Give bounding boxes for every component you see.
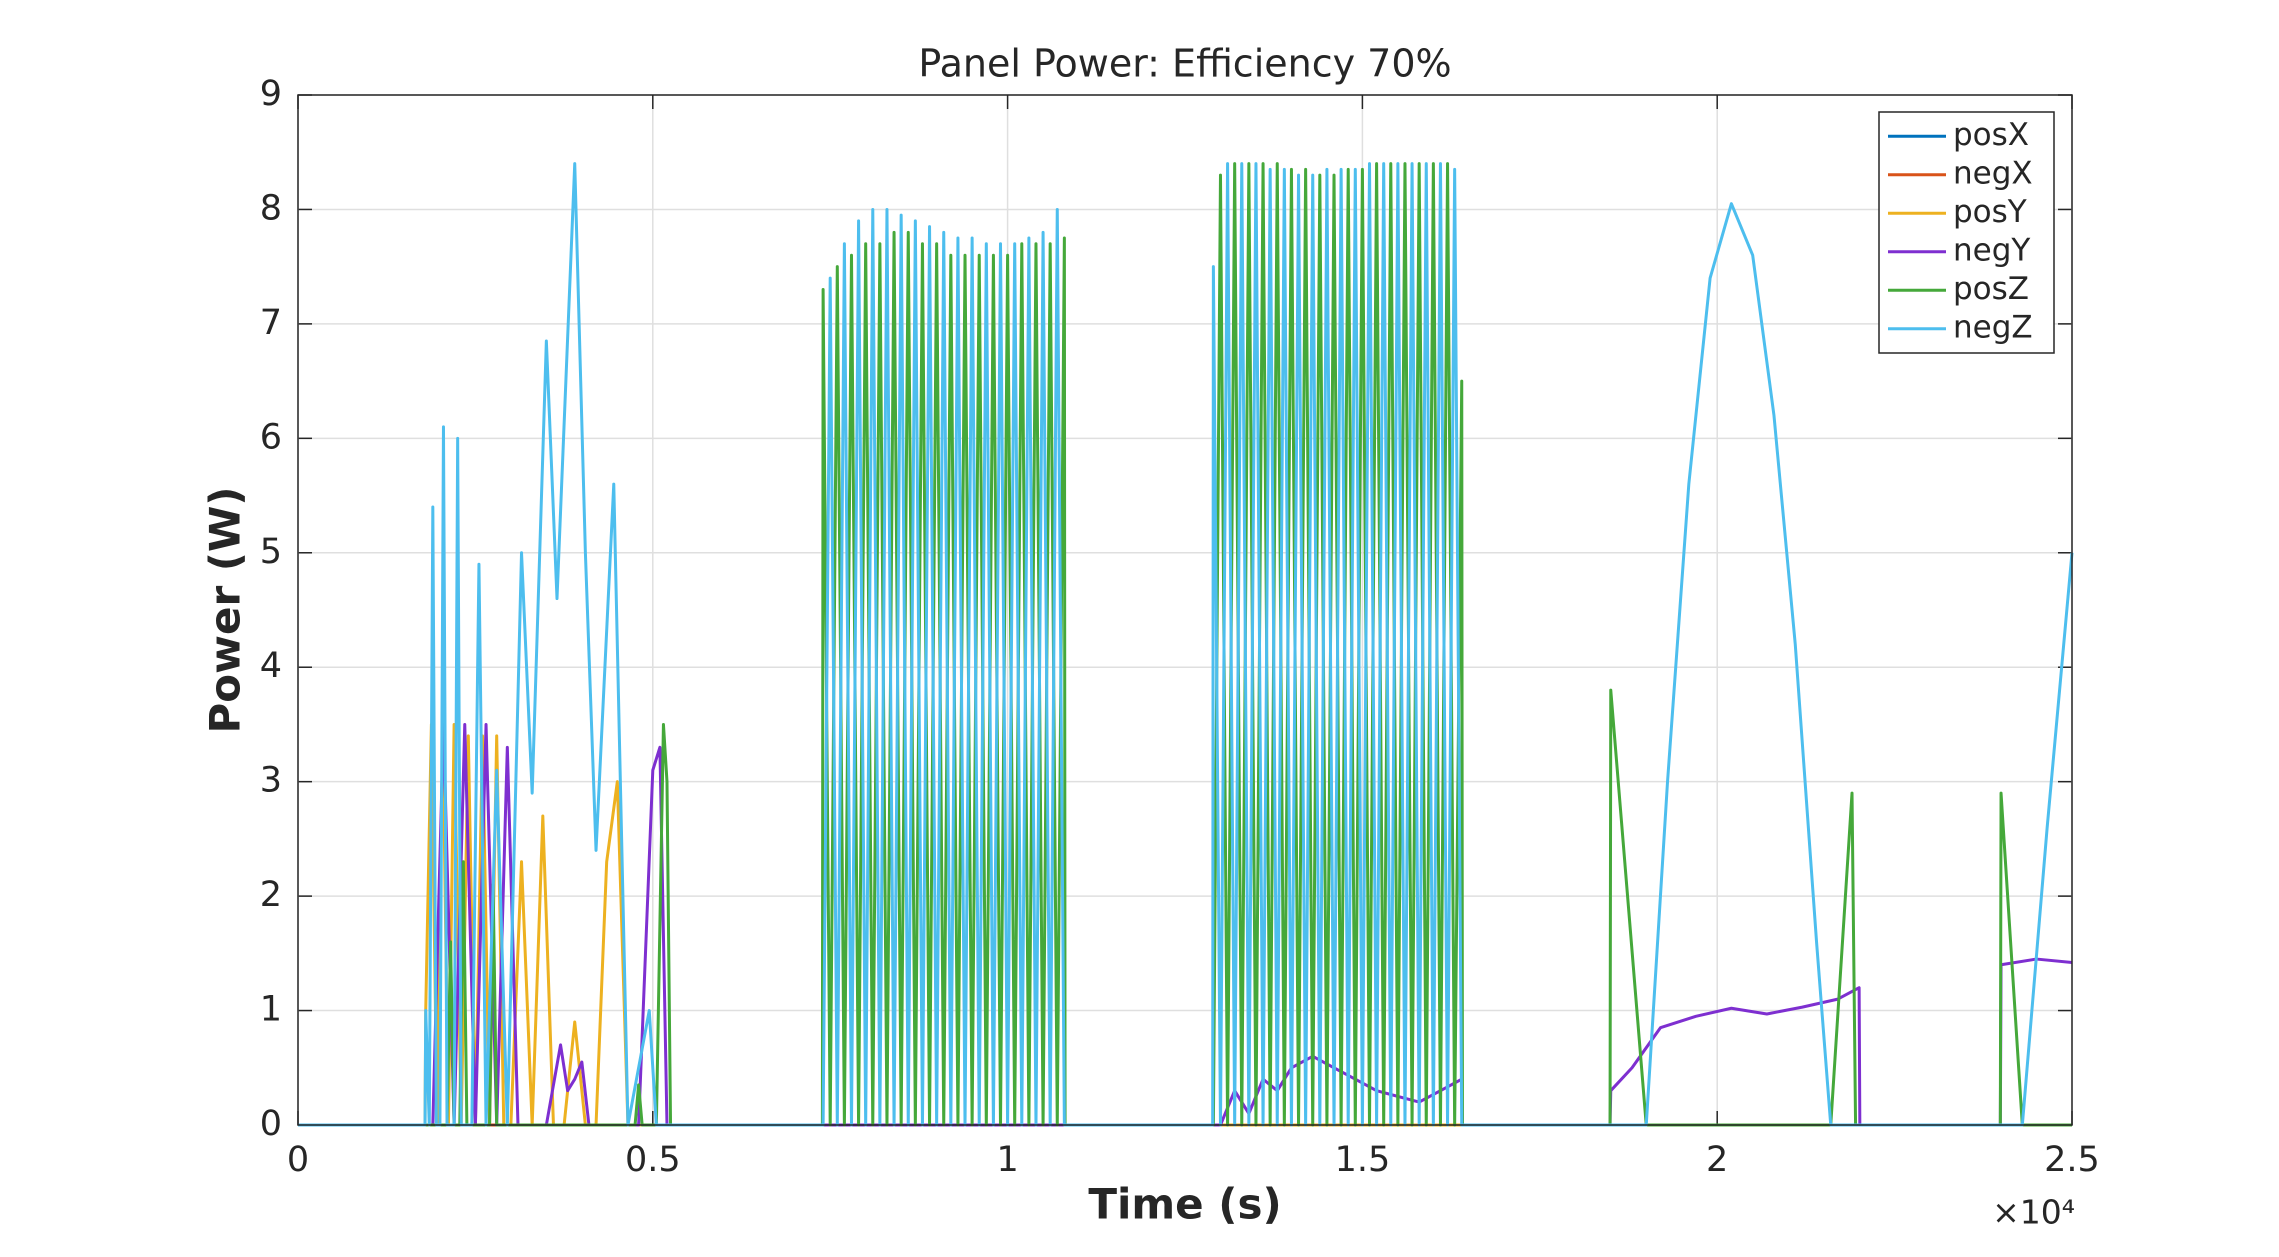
- y-tick-label: 5: [260, 532, 282, 572]
- x-tick-label: 0: [287, 1140, 309, 1180]
- legend-label: posY: [1953, 194, 2027, 230]
- y-tick-label: 3: [260, 761, 282, 801]
- legend-box: [1878, 111, 2055, 354]
- legend-label: negZ: [1953, 309, 2033, 345]
- y-tick-label: 7: [260, 303, 282, 343]
- y-tick-label: 8: [260, 188, 282, 228]
- plot-area: [298, 95, 2072, 1125]
- y-tick-label: 9: [260, 74, 282, 114]
- chart-title: Panel Power: Efficiency 70%: [918, 42, 1451, 86]
- x-tick-label: 2.5: [2044, 1140, 2100, 1180]
- y-tick-label: 2: [260, 875, 282, 915]
- x-tick-label: 1.5: [1335, 1140, 1391, 1180]
- x-tick-label: 1: [996, 1140, 1018, 1180]
- y-tick-label: 4: [260, 646, 282, 686]
- x-tick-label: 0.5: [625, 1140, 681, 1180]
- y-tick-label: 6: [260, 417, 282, 457]
- legend-label: negY: [1953, 232, 2030, 268]
- legend-label: posZ: [1953, 271, 2029, 307]
- x-multiplier: ×10⁴: [1992, 1193, 2075, 1232]
- y-tick-label: 1: [260, 990, 282, 1030]
- y-axis-label: Power (W): [201, 487, 250, 734]
- legend-label: negX: [1953, 155, 2033, 191]
- x-axis-label: Time (s): [1088, 1180, 1281, 1229]
- axes-box: [297, 94, 2073, 1126]
- legend-label: posX: [1953, 117, 2029, 153]
- x-tick-label: 2: [1706, 1140, 1728, 1180]
- y-tick-label: 0: [260, 1104, 282, 1144]
